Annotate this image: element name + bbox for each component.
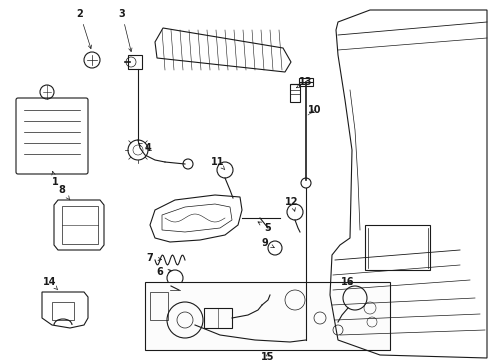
Text: 4: 4 <box>139 143 151 153</box>
Text: 10: 10 <box>307 105 321 115</box>
Text: 16: 16 <box>341 277 354 287</box>
Text: 1: 1 <box>52 171 58 187</box>
Bar <box>298 78 312 86</box>
Bar <box>128 55 142 69</box>
Bar <box>145 282 389 350</box>
Text: 13: 13 <box>296 77 312 88</box>
Text: 6: 6 <box>156 267 171 277</box>
Bar <box>150 292 168 320</box>
Text: 14: 14 <box>43 277 58 290</box>
Text: 5: 5 <box>258 222 271 233</box>
Bar <box>52 302 74 320</box>
Text: 9: 9 <box>261 238 274 248</box>
Text: 3: 3 <box>119 9 132 51</box>
Text: 8: 8 <box>59 185 70 200</box>
Text: 2: 2 <box>77 9 91 49</box>
Bar <box>203 308 231 328</box>
Text: 11: 11 <box>211 157 224 170</box>
Bar <box>62 206 98 244</box>
Bar <box>364 225 429 270</box>
Text: 7: 7 <box>146 253 161 263</box>
Text: 15: 15 <box>261 352 274 360</box>
Text: 12: 12 <box>285 197 298 211</box>
Bar <box>289 84 299 102</box>
